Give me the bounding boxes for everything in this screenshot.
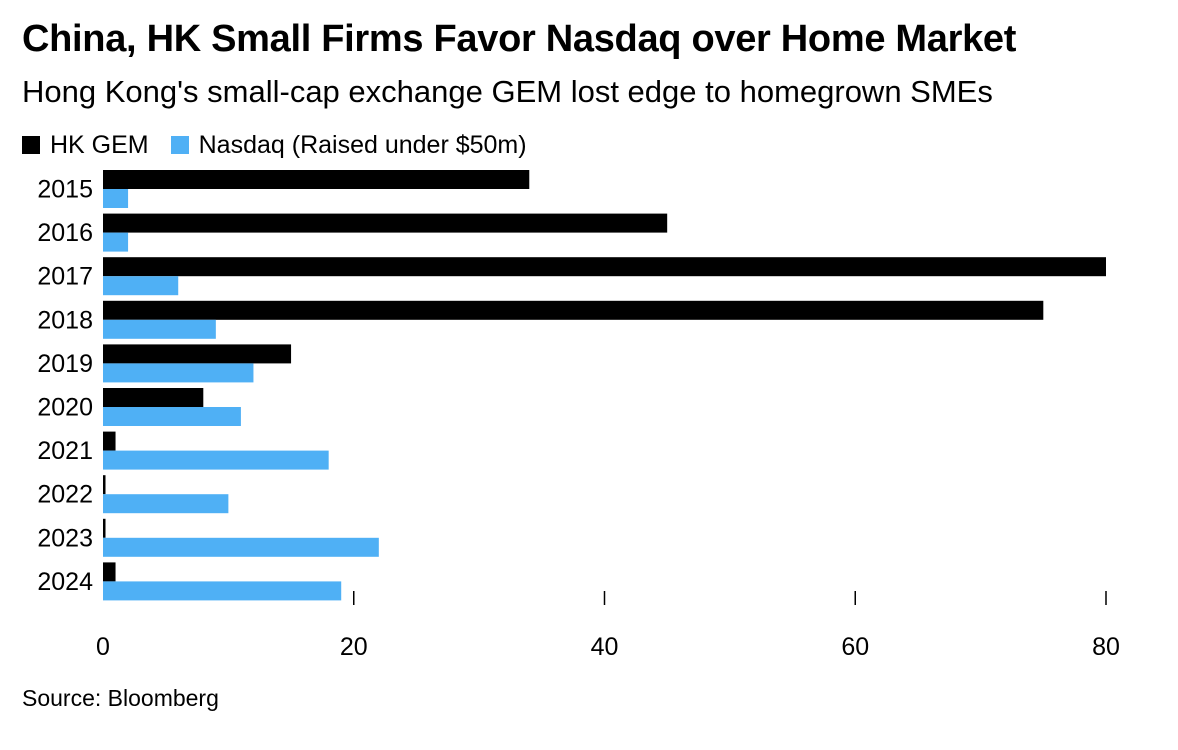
bar-chart: 2015 2016 2017 2018 2019 2020 2021 2022 2023 2024…: [37, 170, 1120, 661]
legend-swatch-hk-gem: [22, 136, 40, 154]
x-tick-label-40: 40: [591, 633, 619, 661]
bar-nasdaq-2015: [103, 189, 129, 208]
y-tick-label-2021: 2021: [37, 437, 93, 465]
bar-hk-gem-2016: [103, 213, 668, 233]
legend-label-hk-gem: HK GEM: [50, 130, 149, 159]
chart-title: China, HK Small Firms Favor Nasdaq over …: [22, 18, 1017, 60]
y-tick-label-2017: 2017: [37, 263, 93, 291]
source-note: Source: Bloomberg: [22, 685, 219, 711]
y-tick-label-2020: 2020: [37, 394, 93, 422]
bar-hk-gem-2021: [103, 431, 116, 451]
bar-nasdaq-2021: [103, 450, 329, 470]
bar-nasdaq-2022: [103, 494, 229, 514]
legend-label-nasdaq: Nasdaq (Raised under $50m): [198, 130, 527, 159]
chart-subtitle: Hong Kong's small-cap exchange GEM lost …: [22, 74, 993, 109]
y-tick-label-2024: 2024: [37, 568, 93, 596]
legend-item-nasdaq: Nasdaq (Raised under $50m): [170, 130, 527, 160]
bar-hk-gem-2017: [103, 257, 1106, 277]
bar-nasdaq-2019: [103, 363, 254, 383]
x-tick-label-20: 20: [340, 633, 368, 661]
legend: HK GEM Nasdaq (Raised under $50m): [22, 128, 549, 162]
bar-hk-gem-2015: [103, 170, 530, 189]
bar-hk-gem-2024: [103, 562, 116, 582]
x-tick-label-0: 0: [96, 633, 110, 661]
bar-nasdaq-2018: [103, 319, 216, 339]
y-tick-label-2019: 2019: [37, 350, 93, 378]
bar-hk-gem-2019: [103, 344, 292, 364]
y-tick-label-2015: 2015: [37, 176, 93, 204]
bar-nasdaq-2016: [103, 232, 129, 252]
x-tick-label-80: 80: [1092, 633, 1120, 661]
y-tick-label-2023: 2023: [37, 524, 93, 552]
bar-hk-gem-2018: [103, 300, 1044, 320]
x-tick-label-60: 60: [841, 633, 869, 661]
y-tick-label-2022: 2022: [37, 481, 93, 509]
bar-hk-gem-2023: [103, 518, 106, 538]
legend-swatch-nasdaq: [170, 136, 189, 154]
bar-nasdaq-2017: [103, 276, 179, 296]
bar-hk-gem-2022: [103, 475, 106, 495]
bar-hk-gem-2020: [103, 388, 204, 407]
bar-nasdaq-2023: [103, 537, 379, 557]
y-tick-label-2018: 2018: [37, 306, 93, 334]
bar-nasdaq-2024: [103, 581, 342, 601]
legend-item-hk-gem: HK GEM: [22, 131, 149, 160]
bar-nasdaq-2020: [103, 407, 241, 426]
y-tick-label-2016: 2016: [37, 219, 93, 247]
